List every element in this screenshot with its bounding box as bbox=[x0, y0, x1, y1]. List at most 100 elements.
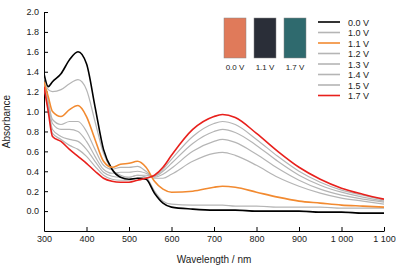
axis-line bbox=[44, 13, 45, 232]
series-line bbox=[44, 82, 384, 204]
axis-line bbox=[45, 231, 385, 232]
tick-mark bbox=[44, 12, 48, 13]
legend-label: 0.0 V bbox=[348, 18, 369, 28]
legend-label: 1.3 V bbox=[348, 60, 369, 70]
tick-label: 900 bbox=[292, 234, 307, 244]
tick: 600 bbox=[164, 227, 179, 244]
tick-mark bbox=[44, 211, 48, 212]
tick-label: 300 bbox=[37, 234, 52, 244]
tick-label: 1 100 bbox=[373, 234, 396, 244]
tick-label: 500 bbox=[122, 234, 137, 244]
legend-label: 1.7 V bbox=[348, 91, 369, 101]
legend-label: 1.2 V bbox=[348, 49, 369, 59]
legend-swatch bbox=[318, 53, 340, 55]
legend-label: 1.5 V bbox=[348, 81, 369, 91]
legend-label: 1.0 V bbox=[348, 28, 369, 38]
tick: 1.8 bbox=[26, 27, 48, 37]
tick-label: 1.6 bbox=[26, 47, 39, 57]
tick-label: 2.0 bbox=[26, 7, 39, 17]
tick: 0.8 bbox=[26, 127, 48, 137]
tick-mark bbox=[44, 131, 48, 132]
tick: 1 100 bbox=[373, 227, 396, 244]
plot: 3004005006007008009001 0001 1000.00.20.4… bbox=[26, 7, 395, 244]
x-axis: 300 400 500 600 700 800 900 1 000 1 100 bbox=[37, 227, 396, 244]
tick: 1.6 bbox=[26, 47, 48, 57]
legend-item: 1.0 V bbox=[318, 28, 369, 38]
tick-mark bbox=[44, 171, 48, 172]
legend-swatch bbox=[318, 21, 340, 23]
tick-label: 0.2 bbox=[26, 187, 39, 197]
cuvette bbox=[224, 18, 246, 58]
chart: 3004005006007008009001 0001 1000.00.20.4… bbox=[0, 0, 396, 271]
tick-label: 700 bbox=[207, 234, 222, 244]
legend-swatch bbox=[318, 42, 340, 44]
legend-item: 1.2 V bbox=[318, 49, 369, 59]
tick-mark bbox=[342, 227, 343, 231]
lines bbox=[44, 52, 384, 213]
legend-swatch bbox=[318, 84, 340, 86]
legend-item: 1.7 V bbox=[318, 91, 369, 101]
tick-mark bbox=[44, 191, 48, 192]
tick-label: 0.8 bbox=[26, 127, 39, 137]
tick: 500 bbox=[122, 227, 137, 244]
tick-mark bbox=[214, 227, 215, 231]
legend: 0.0 V1.0 V1.1 V1.2 V1.3 V1.4 V1.5 V1.7 V bbox=[318, 18, 369, 102]
tick-label: 1.8 bbox=[26, 27, 39, 37]
tick-mark bbox=[257, 227, 258, 231]
tick-mark bbox=[87, 227, 88, 231]
series-line bbox=[44, 82, 384, 207]
legend-item: 1.3 V bbox=[318, 60, 369, 70]
y-axis: 0.0 0.2 0.4 0.6 0.8 1.0 1.2 1.4 1.6 1.8 2.0 bbox=[26, 7, 48, 231]
tick-label: 1.4 bbox=[26, 67, 39, 77]
series-line bbox=[44, 87, 384, 199]
tick-label: 400 bbox=[79, 234, 94, 244]
tick-label: 0.4 bbox=[26, 167, 39, 177]
tick: 0.2 bbox=[26, 187, 48, 197]
inset-photo: 0.0 V 1.1 V 1.7 V bbox=[224, 18, 306, 72]
x-axis-title: Wavelength / nm bbox=[177, 254, 252, 265]
cuvette bbox=[284, 18, 306, 58]
tick-label: 800 bbox=[249, 234, 264, 244]
tick: 400 bbox=[79, 227, 94, 244]
tick: 700 bbox=[207, 227, 222, 244]
tick: 0.4 bbox=[26, 167, 48, 177]
inset-label: 1.7 V bbox=[286, 63, 305, 72]
tick-mark bbox=[384, 227, 385, 231]
tick-label: 1.0 bbox=[26, 107, 39, 117]
tick-mark bbox=[299, 227, 300, 231]
legend-swatch bbox=[318, 95, 340, 97]
tick-mark bbox=[44, 32, 48, 33]
legend-item: 0.0 V bbox=[318, 18, 369, 28]
inset-label: 1.1 V bbox=[256, 63, 275, 72]
tick-mark bbox=[44, 112, 48, 113]
tick-mark bbox=[44, 72, 48, 73]
tick-mark bbox=[129, 227, 130, 231]
inset-label: 0.0 V bbox=[226, 63, 245, 72]
tick: 1 000 bbox=[331, 227, 354, 244]
legend-swatch bbox=[318, 32, 340, 34]
legend-label: 1.4 V bbox=[348, 70, 369, 80]
tick: 1.0 bbox=[26, 107, 48, 117]
tick-mark bbox=[172, 227, 173, 231]
legend-item: 1.1 V bbox=[318, 39, 369, 49]
tick-label: 1 000 bbox=[331, 234, 354, 244]
series-line bbox=[44, 84, 384, 202]
y-axis-title: Absorbance bbox=[1, 94, 12, 148]
tick-mark bbox=[44, 151, 48, 152]
legend-swatch bbox=[318, 74, 340, 76]
series-line bbox=[44, 77, 384, 208]
legend-item: 1.4 V bbox=[318, 70, 369, 80]
tick-label: 1.2 bbox=[26, 87, 39, 97]
tick: 0.6 bbox=[26, 147, 48, 157]
tick-label: 0.6 bbox=[26, 147, 39, 157]
legend-swatch bbox=[318, 63, 340, 65]
cuvette bbox=[254, 18, 276, 58]
tick: 800 bbox=[249, 227, 264, 244]
tick: 0.0 bbox=[26, 206, 48, 216]
tick-label: 600 bbox=[164, 234, 179, 244]
tick: 900 bbox=[292, 227, 307, 244]
tick: 2.0 bbox=[26, 7, 48, 17]
series-line bbox=[44, 52, 384, 213]
legend-item: 1.5 V bbox=[318, 81, 369, 91]
tick-mark bbox=[44, 52, 48, 53]
